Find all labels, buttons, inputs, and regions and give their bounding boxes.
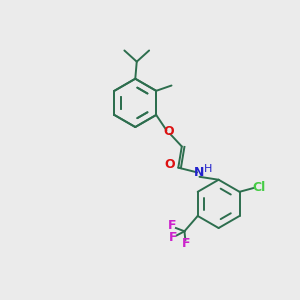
Text: F: F <box>169 231 178 244</box>
Text: H: H <box>203 164 212 173</box>
Text: F: F <box>168 220 176 232</box>
Text: N: N <box>194 167 205 179</box>
Text: O: O <box>164 158 175 171</box>
Text: F: F <box>182 237 190 250</box>
Text: Cl: Cl <box>253 181 266 194</box>
Text: O: O <box>163 125 174 138</box>
